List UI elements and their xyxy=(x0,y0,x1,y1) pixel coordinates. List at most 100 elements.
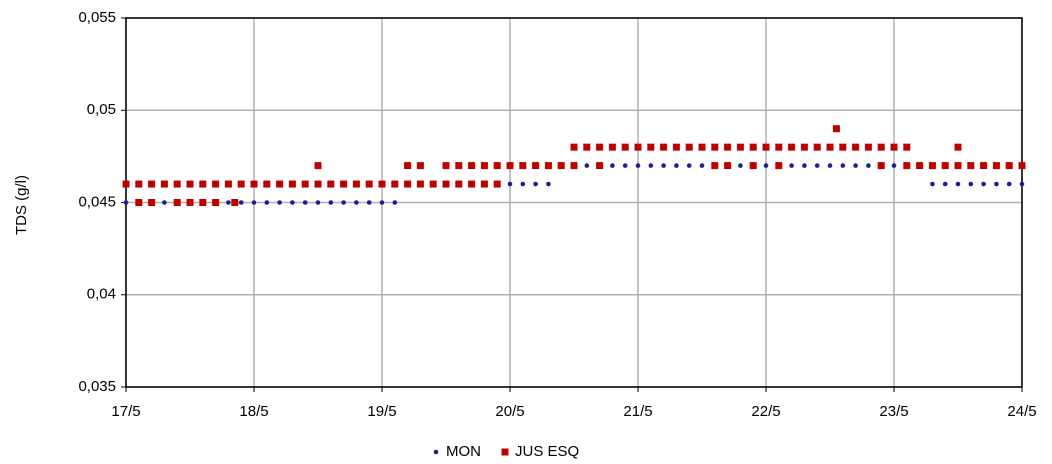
point xyxy=(328,200,334,205)
point xyxy=(596,143,604,151)
point xyxy=(148,199,156,206)
point xyxy=(544,162,552,170)
point xyxy=(520,181,526,187)
point xyxy=(826,143,834,151)
point xyxy=(506,162,514,170)
x-tick-label: 18/5 xyxy=(239,403,268,420)
point xyxy=(788,143,796,151)
point xyxy=(301,180,309,188)
point xyxy=(1006,181,1012,187)
point xyxy=(800,143,808,151)
point xyxy=(455,180,463,188)
point xyxy=(647,143,655,151)
point xyxy=(891,163,897,168)
point xyxy=(621,143,629,151)
point xyxy=(596,162,604,170)
point xyxy=(429,180,437,188)
legend-marker xyxy=(433,449,439,455)
point xyxy=(480,180,488,188)
point xyxy=(148,180,156,188)
point xyxy=(238,200,244,205)
point xyxy=(162,200,167,205)
point xyxy=(877,162,885,170)
point xyxy=(839,143,847,151)
point xyxy=(1019,181,1025,187)
point xyxy=(570,143,578,151)
point xyxy=(583,143,591,151)
point xyxy=(250,180,258,188)
point xyxy=(392,200,398,205)
point xyxy=(724,143,732,151)
point xyxy=(212,199,220,206)
point xyxy=(315,200,321,205)
point xyxy=(827,163,833,168)
point xyxy=(123,200,129,205)
point xyxy=(981,181,986,187)
point xyxy=(634,143,642,151)
point xyxy=(404,162,412,170)
point xyxy=(570,162,578,170)
point xyxy=(365,180,373,188)
point xyxy=(852,143,860,151)
point xyxy=(622,163,628,168)
point xyxy=(660,143,668,151)
point xyxy=(468,162,476,170)
point xyxy=(277,200,282,205)
point xyxy=(341,200,346,205)
point xyxy=(941,162,949,170)
point xyxy=(698,143,706,151)
x-tick-label: 24/5 xyxy=(1007,403,1036,420)
point xyxy=(160,180,168,188)
point xyxy=(968,181,974,187)
point xyxy=(736,143,744,151)
point xyxy=(1005,162,1013,170)
point xyxy=(288,180,296,188)
point xyxy=(507,181,513,187)
point xyxy=(685,143,693,151)
point xyxy=(186,199,194,206)
point xyxy=(416,162,424,170)
point xyxy=(610,163,615,168)
point xyxy=(212,180,220,188)
point xyxy=(173,180,181,188)
point xyxy=(493,162,501,170)
point xyxy=(711,143,719,151)
point xyxy=(404,180,412,188)
x-tick-label: 22/5 xyxy=(751,403,780,420)
point xyxy=(231,199,239,206)
point xyxy=(199,180,207,188)
point xyxy=(890,143,898,151)
point xyxy=(942,181,948,187)
point xyxy=(276,180,284,188)
point xyxy=(340,180,348,188)
point xyxy=(391,180,399,188)
y-tick-label: 0,055 xyxy=(78,9,116,26)
point xyxy=(954,162,962,170)
y-tick-label: 0,035 xyxy=(78,378,116,395)
point xyxy=(724,162,732,170)
x-tick-label: 17/5 xyxy=(111,403,140,420)
point xyxy=(775,143,783,151)
point xyxy=(916,162,924,170)
point xyxy=(455,162,463,170)
point xyxy=(379,200,385,205)
x-tick-label: 20/5 xyxy=(495,403,524,420)
legend-label: MON xyxy=(446,443,481,460)
point xyxy=(314,162,322,170)
point xyxy=(866,163,871,168)
point xyxy=(813,143,821,151)
point xyxy=(853,163,858,168)
point xyxy=(954,143,962,151)
point xyxy=(557,162,565,170)
point xyxy=(302,200,308,205)
point xyxy=(378,180,386,188)
point xyxy=(226,200,231,205)
point xyxy=(789,163,794,168)
point xyxy=(468,180,476,188)
point xyxy=(763,163,769,168)
point xyxy=(416,180,424,188)
point xyxy=(314,180,322,188)
x-tick-label: 19/5 xyxy=(367,403,396,420)
point xyxy=(903,162,911,170)
point xyxy=(584,163,590,168)
